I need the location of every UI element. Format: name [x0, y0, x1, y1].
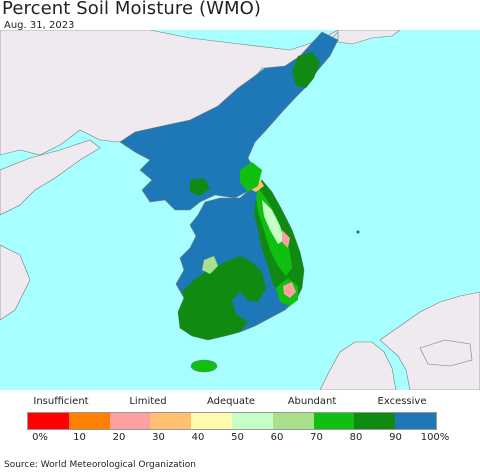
legend-tick-label: 30 [152, 432, 165, 443]
soil-zone-green-south [178, 256, 266, 340]
legend-tick-labels: 0% 10 20 30 40 50 60 70 80 90 100% [0, 432, 480, 446]
legend-swatch [354, 413, 396, 429]
soil-moisture-map [0, 30, 480, 390]
legend-tick-label: 40 [191, 432, 205, 443]
japan-kyushu [319, 341, 397, 390]
legend-tick-label: 70 [310, 432, 323, 443]
legend-label-adequate: Adequate [206, 396, 256, 407]
legend-tick-label: 60 [270, 432, 284, 443]
soil-zone-nk-green-east [240, 162, 262, 192]
north-korea-region [119, 31, 339, 211]
legend-tick-label: 50 [231, 432, 244, 443]
source-credit: Source: World Meteorological Organizatio… [4, 460, 196, 470]
legend-swatch [395, 413, 436, 429]
legend-swatch [68, 413, 110, 429]
soil-zone-nk-green-ne [292, 52, 320, 88]
soil-zone-abundant [202, 256, 218, 274]
legend-label-excessive: Excessive [377, 396, 427, 407]
japan-shikoku [419, 339, 473, 367]
soil-zone-limited-north [282, 230, 290, 248]
legend-tick-label: 100% [420, 432, 450, 443]
map-title: Percent Soil Moisture (WMO) [2, 0, 262, 19]
legend-color-bar [27, 412, 437, 430]
legend-swatch [150, 413, 192, 429]
china-shandong [0, 139, 101, 216]
russia-land [337, 30, 401, 45]
legend-swatch [109, 413, 151, 429]
japan-honshu [379, 291, 480, 390]
legend-tick-label: 10 [73, 432, 86, 443]
legend-label-limited: Limited [129, 396, 167, 407]
map-canvas [0, 30, 480, 390]
soil-zone-pink-east [283, 282, 296, 298]
legend-tick-label: 80 [349, 432, 363, 443]
legend-label-insufficient: Insufficient [33, 396, 89, 407]
legend-swatch [313, 413, 355, 429]
jeju-island [190, 359, 218, 373]
soil-zone-nk-green-west [190, 178, 210, 196]
legend-swatch [231, 413, 273, 429]
legend-swatch [272, 413, 314, 429]
legend-swatch [191, 413, 232, 429]
legend-swatch [28, 413, 69, 429]
legend-tick-label: 20 [112, 432, 126, 443]
legend-category-labels: Insufficient Limited Adequate Abundant E… [0, 396, 480, 410]
legend-tick-label: 0% [32, 432, 48, 443]
legend-label-abundant: Abundant [287, 396, 337, 407]
soil-zone-pale-green [262, 200, 284, 244]
ulleung-island [356, 230, 360, 234]
china-coast-south [0, 244, 31, 321]
map-date: Aug. 31, 2023 [4, 20, 75, 31]
legend-tick-label: 90 [389, 432, 402, 443]
